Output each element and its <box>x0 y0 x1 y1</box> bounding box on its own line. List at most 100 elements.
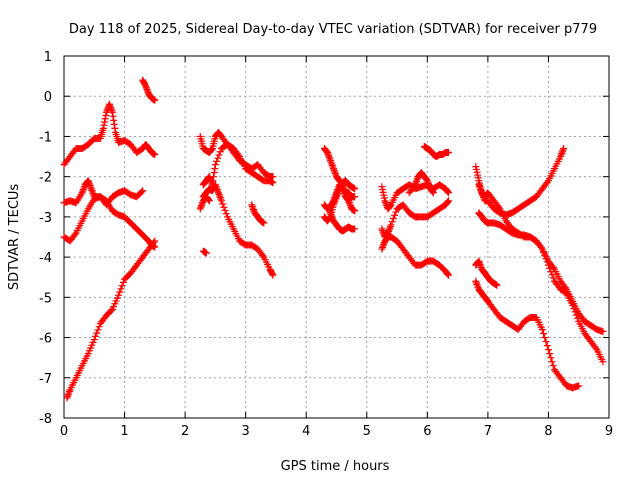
data-point <box>109 112 117 120</box>
data-point <box>323 149 331 157</box>
data-point <box>217 197 225 205</box>
data-point <box>382 198 390 206</box>
data-point <box>214 189 222 197</box>
data-point <box>105 100 113 108</box>
data-point <box>330 199 338 207</box>
data-point <box>90 336 98 344</box>
data-point <box>80 184 88 192</box>
data-point <box>211 161 219 169</box>
data-point <box>324 150 332 158</box>
data-point <box>425 180 433 188</box>
data-point <box>107 307 115 315</box>
x-tick-label: 6 <box>423 424 431 439</box>
data-point <box>411 181 419 189</box>
data-point <box>64 391 72 399</box>
data-point <box>425 182 433 190</box>
x-tick-label: 2 <box>181 424 189 439</box>
data-point <box>204 195 212 203</box>
data-point <box>110 120 118 128</box>
series-s19 <box>405 169 437 197</box>
data-point <box>79 187 87 195</box>
series-s15 <box>326 209 359 235</box>
series-s3 <box>60 177 147 209</box>
data-point <box>475 181 483 189</box>
data-point <box>392 208 400 216</box>
data-point <box>84 177 92 185</box>
x-tick-label: 3 <box>242 424 250 439</box>
data-point <box>205 197 213 205</box>
data-point <box>443 198 451 206</box>
data-point <box>326 155 334 163</box>
chart-title: Day 118 of 2025, Sidereal Day-to-day VTE… <box>69 22 597 37</box>
series-s5 <box>63 237 159 402</box>
data-point <box>102 112 110 120</box>
series-s21 <box>472 145 568 219</box>
data-point <box>331 198 339 206</box>
data-point <box>143 85 151 93</box>
data-point <box>328 161 336 169</box>
data-point <box>423 177 431 185</box>
data-point <box>389 214 397 222</box>
data-point <box>429 189 437 197</box>
data-point <box>197 203 205 211</box>
data-point <box>268 270 276 278</box>
data-point <box>379 228 387 236</box>
data-point <box>101 118 109 126</box>
data-point <box>386 224 394 232</box>
data-point <box>549 274 557 282</box>
data-point <box>334 188 342 196</box>
data-point <box>202 249 210 257</box>
data-point <box>208 145 216 153</box>
data-point <box>101 115 109 123</box>
data-point <box>444 270 452 278</box>
data-point <box>331 169 339 177</box>
data-point <box>542 338 550 346</box>
x-tick-label: 1 <box>120 424 128 439</box>
y-tick-label: -8 <box>39 412 52 427</box>
data-point <box>412 177 420 185</box>
data-point <box>85 178 93 186</box>
data-point <box>391 211 399 219</box>
series-s14 <box>320 177 359 225</box>
series-s2 <box>139 76 159 104</box>
data-point <box>388 218 396 226</box>
series-s16 <box>378 181 453 213</box>
data-point <box>382 200 390 208</box>
data-point <box>88 186 96 194</box>
data-point <box>248 202 256 210</box>
data-point <box>214 187 222 195</box>
data-point <box>331 196 339 204</box>
x-tick-label: 4 <box>302 424 310 439</box>
x-tick-label: 5 <box>363 424 371 439</box>
data-point <box>538 326 546 334</box>
data-point <box>108 107 116 115</box>
data-point <box>219 200 227 208</box>
data-point <box>328 160 336 168</box>
data-point <box>381 197 389 205</box>
y-tick-label: 1 <box>44 50 52 65</box>
series-s11 <box>248 201 268 227</box>
data-point <box>495 203 503 211</box>
data-point <box>108 108 116 116</box>
data-point <box>333 193 340 201</box>
data-point <box>351 193 359 201</box>
data-point <box>537 243 545 251</box>
data-point <box>86 182 94 190</box>
y-tick-label: -6 <box>39 332 52 347</box>
data-point <box>549 264 557 272</box>
data-point <box>327 158 335 166</box>
data-point <box>325 152 333 160</box>
data-point <box>87 183 95 191</box>
data-point <box>543 178 551 186</box>
data-point <box>79 186 87 194</box>
data-point <box>91 332 99 340</box>
data-point <box>93 329 101 337</box>
data-point <box>386 202 394 210</box>
data-point <box>78 189 86 197</box>
data-point <box>558 148 566 156</box>
data-point <box>345 197 353 205</box>
data-point <box>99 124 107 132</box>
y-tick-label: -1 <box>39 130 52 145</box>
data-point <box>119 278 127 286</box>
data-point <box>413 176 421 184</box>
